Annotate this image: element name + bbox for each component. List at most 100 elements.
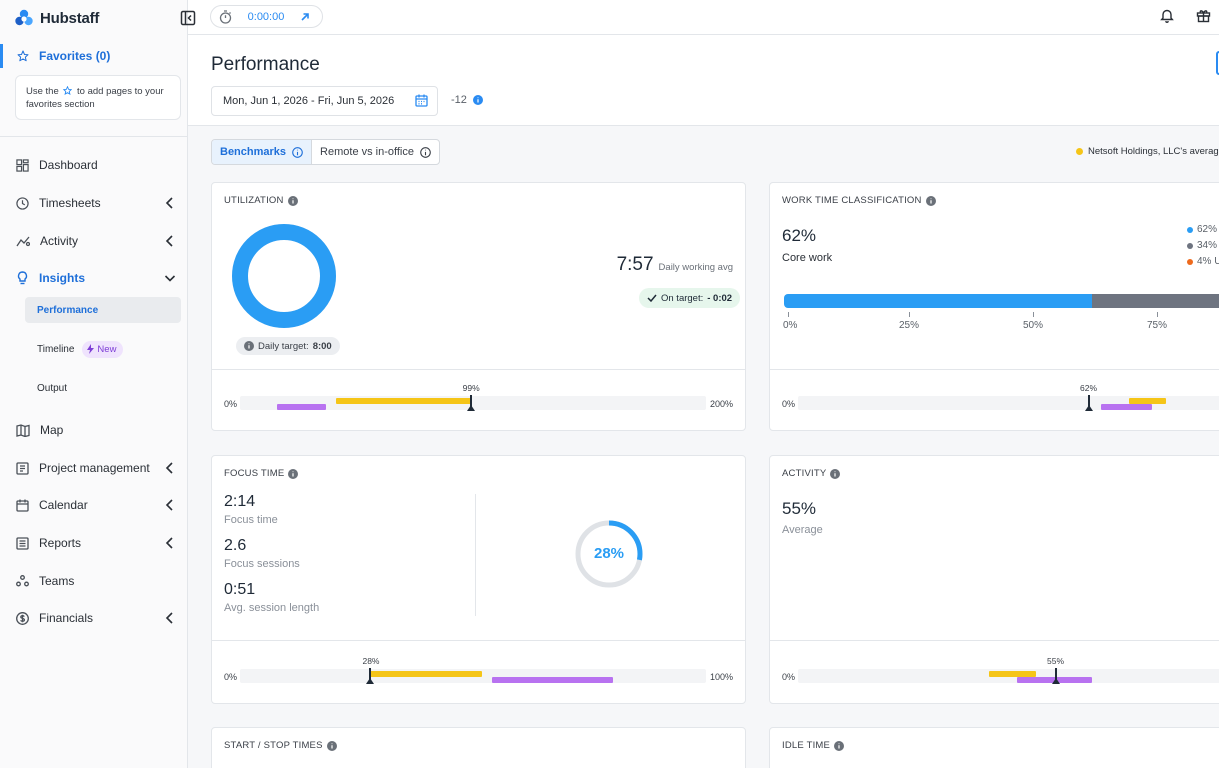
sidebar-item-dashboard[interactable]: Dashboard [0,152,188,178]
sidebar-item-label: Financials [39,611,94,625]
sidebar-item-calendar[interactable]: Calendar [0,492,188,518]
sidebar-item-insights[interactable]: Insights [0,265,188,291]
info-icon[interactable] [925,195,936,206]
org-average-range [1129,398,1166,404]
info-icon[interactable] [288,468,299,479]
bench-marker-pointer [1052,678,1060,684]
hubstaff-logo-icon [14,8,34,28]
tab-benchmarks[interactable]: Benchmarks [212,140,313,164]
sidebar-item-map[interactable]: Map [0,417,188,443]
sidebar-collapse-icon[interactable] [180,10,196,26]
org-average-label: Netsoft Holdings, LLC's average [1088,146,1219,157]
sidebar-divider [0,136,188,137]
work-time-bench-track [798,396,1219,410]
info-icon[interactable] [834,740,845,751]
card-title: IDLE TIME [782,740,845,751]
org-average-range [989,671,1036,677]
teams-icon [16,575,29,587]
star-icon [63,86,73,95]
org-average-range [370,671,483,677]
sidebar-subitem-timeline[interactable]: Timeline New [25,336,181,362]
reports-icon [16,536,29,550]
sidebar-subitem-performance[interactable]: Performance [25,297,181,323]
lightbulb-icon [16,271,29,285]
non-core-segment [1091,294,1219,308]
favorites-hint-pre: Use the [26,86,59,97]
sidebar-subitem-label: Output [37,382,68,394]
timezone-value: -12 [451,94,467,106]
chevron-left-icon [164,611,176,628]
timer-value: 0:00:00 [247,10,285,23]
card-divider [770,369,1219,370]
sidebar-subitem-output[interactable]: Output [25,375,181,401]
bench-marker-label: 62% [1080,383,1098,393]
sidebar-item-label: Insights [39,271,86,285]
new-badge-label: New [97,343,117,355]
team-range [277,404,327,410]
org-average-legend: Netsoft Holdings, LLC's average [1076,146,1219,157]
card-title-text: UTILIZATION [224,195,284,206]
legend-unproductive: 4% U [1187,256,1219,267]
logo-text: Hubstaff [40,9,100,27]
info-icon[interactable] [420,146,431,158]
gift-icon[interactable] [1196,8,1211,23]
sidebar-item-financials[interactable]: Financials [0,605,188,631]
timer-widget[interactable]: 0:00:00 [210,5,323,28]
calendar-icon[interactable] [415,94,428,107]
focus-ring-label: 28% [593,545,625,562]
info-icon[interactable] [830,468,841,479]
info-icon[interactable] [244,341,254,351]
info-icon[interactable] [326,740,337,751]
bench-min-label: 0% [782,672,796,682]
clock-icon [16,196,29,210]
header-action-button-edge[interactable] [1216,51,1219,75]
legend-noncore: 34% [1187,240,1217,251]
sidebar-subitem-label: Performance [37,304,99,316]
favorites-item[interactable]: Favorites (0) [0,44,188,68]
info-icon[interactable] [292,146,303,158]
legend-label: 34% [1197,240,1218,251]
on-target-badge: On target: - 0:02 [639,288,741,308]
utilization-ring-arc [232,224,336,328]
arrow-up-right-icon[interactable] [300,12,310,22]
page-header: Performance Mon, Jun 1, 2026 - Fri, Jun … [188,35,1219,126]
map-icon [16,423,30,437]
bench-min-label: 0% [224,399,238,409]
lightning-icon [87,344,95,354]
bell-icon[interactable] [1160,8,1174,23]
team-range [491,677,613,683]
info-icon[interactable] [472,95,483,105]
tab-label: Benchmarks [220,146,287,158]
bench-marker [369,668,372,680]
focus-sessions-label: Focus sessions [224,558,300,570]
sidebar-item-label: Reports [39,536,82,550]
activity-bench-track [798,669,1219,683]
stopwatch-icon [219,9,232,24]
card-title-text: FOCUS TIME [224,468,285,479]
bench-marker [1055,668,1057,680]
info-icon[interactable] [287,195,298,206]
legend-dot [1187,242,1193,249]
card-title-text: ACTIVITY [782,468,827,479]
sidebar-item-project-management[interactable]: Project management [0,455,188,481]
card-title: START / STOP TIMES [224,740,337,751]
daily-working-avg-value: 7:57 [616,254,654,275]
logo[interactable]: Hubstaff [14,8,99,28]
sidebar-item-activity[interactable]: Activity [0,228,188,254]
tab-remote-vs-in-office[interactable]: Remote vs in-office [312,140,439,164]
card-divider [212,640,745,641]
axis-tick [788,312,789,317]
activity-icon [16,235,30,248]
date-range-picker[interactable]: Mon, Jun 1, 2026 - Fri, Jun 5, 2026 [211,86,438,116]
sidebar-item-teams[interactable]: Teams [0,568,188,594]
start-stop-card: START / STOP TIMES [211,727,746,768]
core-work-segment [784,294,1092,308]
new-badge: New [82,340,124,358]
axis-tick [909,312,910,317]
axis-label: 25% [899,320,920,331]
chevron-left-icon [164,234,176,251]
sidebar-item-reports[interactable]: Reports [0,530,188,556]
team-range [1101,404,1152,410]
page-title: Performance [211,54,320,75]
sidebar-item-timesheets[interactable]: Timesheets [0,190,188,216]
